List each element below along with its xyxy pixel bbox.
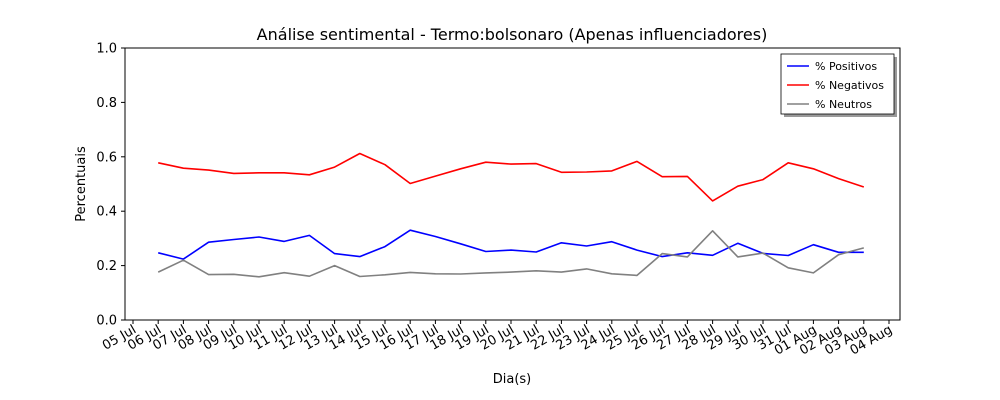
series-line-3 [157,230,865,278]
y-tick-label: 0.8 [96,96,117,111]
chart-title: Análise sentimental - Termo:bolsonaro (A… [257,25,768,44]
legend-entry: % Positivos [815,60,877,73]
plot-area [124,47,901,321]
y-tick-label: 0.2 [96,259,117,274]
series-layer [157,152,865,278]
x-axis-label: Dia(s) [493,372,532,387]
legend: % Positivos % Negativos % Neutros [780,53,897,117]
y-tick-label: 0.6 [96,150,117,165]
plot-frame [124,47,901,321]
legend-entry: % Negativos [815,79,884,92]
series-line-1 [158,229,864,260]
y-axis-label: Percentuais [74,146,89,222]
y-axis: 0.0 0.2 0.4 0.6 0.8 1.0 [96,42,125,329]
legend-entry: % Neutros [815,98,872,111]
series-line-2 [158,152,865,202]
y-tick-label: 0.0 [96,314,117,329]
y-tick-label: 1.0 [96,42,117,57]
y-tick-label: 0.4 [96,205,117,220]
